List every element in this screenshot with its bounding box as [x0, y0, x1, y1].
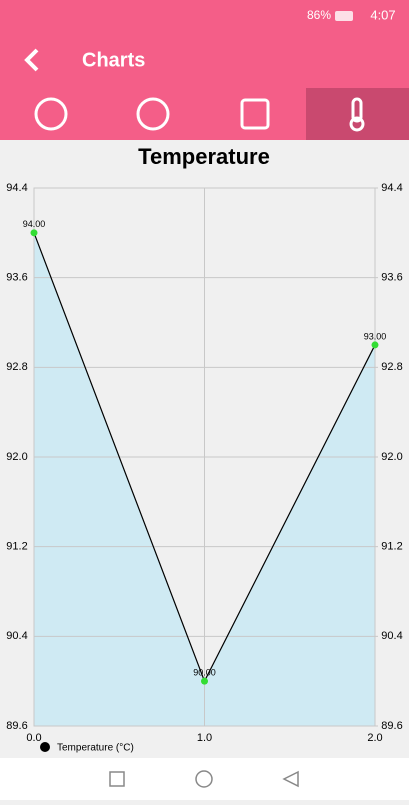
y2-tick-label: 92.0 [381, 451, 402, 463]
value-label: 94.00 [23, 219, 46, 229]
y2-tick-label: 91.2 [381, 541, 402, 553]
nav-home[interactable] [195, 770, 213, 788]
value-label: 93.00 [364, 331, 387, 341]
selected-tab[interactable] [306, 88, 409, 140]
y-tick-label: 94.4 [6, 182, 27, 194]
tab-weight[interactable] [240, 98, 270, 130]
nav-bar [0, 758, 409, 800]
clock: 4:07 [370, 7, 395, 22]
x-tick-label: 0.0 [26, 732, 41, 744]
nav-back[interactable] [282, 770, 299, 788]
y-tick-label: 93.6 [6, 272, 27, 284]
app-title: Charts [82, 49, 145, 71]
y2-tick-label: 93.6 [381, 272, 402, 284]
tab-temperature[interactable] [351, 97, 363, 123]
y2-tick-label: 92.8 [381, 361, 402, 373]
x-tick-label: 1.0 [197, 732, 212, 744]
y-tick-label: 89.6 [6, 720, 27, 732]
value-label: 90.00 [193, 668, 216, 678]
tab-water[interactable] [34, 97, 68, 131]
y2-tick-label: 89.6 [381, 720, 402, 732]
y2-tick-label: 94.4 [381, 182, 402, 194]
y-tick-label: 90.4 [6, 630, 27, 642]
back-button[interactable] [24, 48, 39, 72]
chart-title: Temperature [138, 144, 270, 169]
point [30, 229, 38, 237]
y-tick-label: 92.8 [6, 361, 27, 373]
y-tick-label: 92.0 [6, 451, 27, 463]
plot: 89.6 90.4 91.2 92.0 92.8 93.6 94.4 89.6 90.4 91.2… [6, 182, 402, 754]
nav-recent[interactable] [109, 771, 125, 787]
tab-speed[interactable] [136, 97, 170, 131]
point [201, 677, 208, 685]
y2-tick-label: 90.4 [381, 630, 402, 642]
area [34, 232, 375, 727]
battery-icon [335, 11, 353, 21]
legend-marker [40, 742, 50, 752]
plot-border [33, 187, 376, 727]
x-tick-label: 2.0 [367, 732, 382, 744]
point [371, 341, 379, 349]
legend-label: Temperature (°C) [57, 743, 134, 754]
battery: 86% [307, 8, 331, 22]
y-tick-label: 91.2 [6, 541, 27, 553]
tab-icons [34, 97, 365, 132]
